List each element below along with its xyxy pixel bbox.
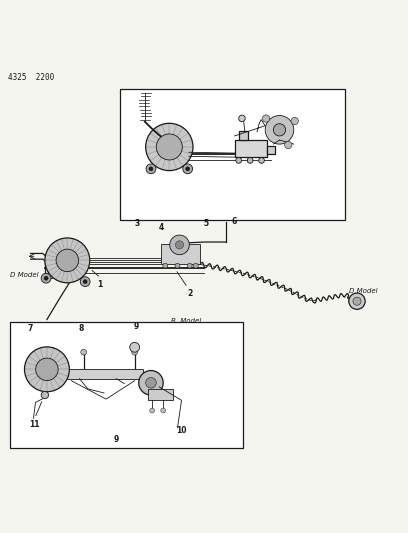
Text: 7: 7 (28, 324, 33, 333)
Text: 9: 9 (134, 322, 139, 332)
Text: 9: 9 (114, 435, 119, 445)
Circle shape (259, 158, 264, 163)
Bar (235, 140, 267, 157)
Circle shape (291, 117, 298, 125)
Bar (67, 368, 143, 379)
Circle shape (175, 241, 184, 249)
Bar (267, 146, 275, 154)
Circle shape (41, 391, 49, 399)
Circle shape (81, 349, 86, 355)
Text: 11: 11 (29, 421, 40, 429)
Text: 8: 8 (79, 324, 84, 333)
Text: D Model: D Model (349, 288, 377, 294)
Circle shape (44, 276, 48, 280)
Text: 2: 2 (187, 289, 192, 298)
Circle shape (80, 277, 90, 287)
Circle shape (187, 263, 192, 268)
Circle shape (56, 249, 78, 272)
Circle shape (156, 134, 182, 160)
Circle shape (146, 377, 156, 388)
Circle shape (146, 164, 156, 174)
Circle shape (83, 280, 87, 284)
Circle shape (150, 408, 155, 413)
Circle shape (239, 115, 245, 122)
Circle shape (265, 116, 294, 144)
Circle shape (161, 408, 166, 413)
Text: D Model: D Model (10, 272, 39, 278)
Circle shape (353, 297, 361, 305)
Circle shape (170, 235, 189, 255)
Circle shape (132, 349, 137, 355)
Bar (10, 321, 243, 448)
Text: 10: 10 (176, 426, 187, 435)
Circle shape (149, 167, 153, 171)
Circle shape (175, 263, 180, 268)
Circle shape (146, 123, 193, 171)
Circle shape (36, 358, 58, 381)
Circle shape (45, 238, 90, 283)
Circle shape (262, 115, 270, 122)
Bar (161, 244, 200, 264)
Circle shape (183, 164, 193, 174)
Circle shape (273, 124, 286, 136)
Circle shape (284, 141, 292, 149)
Circle shape (247, 158, 253, 163)
Text: 3: 3 (134, 219, 139, 228)
Circle shape (349, 293, 365, 309)
Circle shape (186, 167, 190, 171)
Text: B  Model: B Model (171, 318, 201, 324)
Text: 5: 5 (204, 219, 208, 228)
Circle shape (41, 273, 51, 283)
Circle shape (193, 263, 198, 268)
Circle shape (236, 158, 242, 163)
Bar (239, 131, 248, 140)
Text: 1: 1 (98, 279, 102, 288)
Text: 4: 4 (159, 223, 164, 232)
Bar (148, 389, 173, 400)
Circle shape (163, 263, 168, 268)
Bar (120, 89, 345, 220)
Circle shape (130, 342, 140, 352)
Text: 6: 6 (232, 217, 237, 225)
Circle shape (139, 370, 163, 395)
Circle shape (24, 347, 69, 392)
Text: 4325  2200: 4325 2200 (8, 72, 54, 82)
